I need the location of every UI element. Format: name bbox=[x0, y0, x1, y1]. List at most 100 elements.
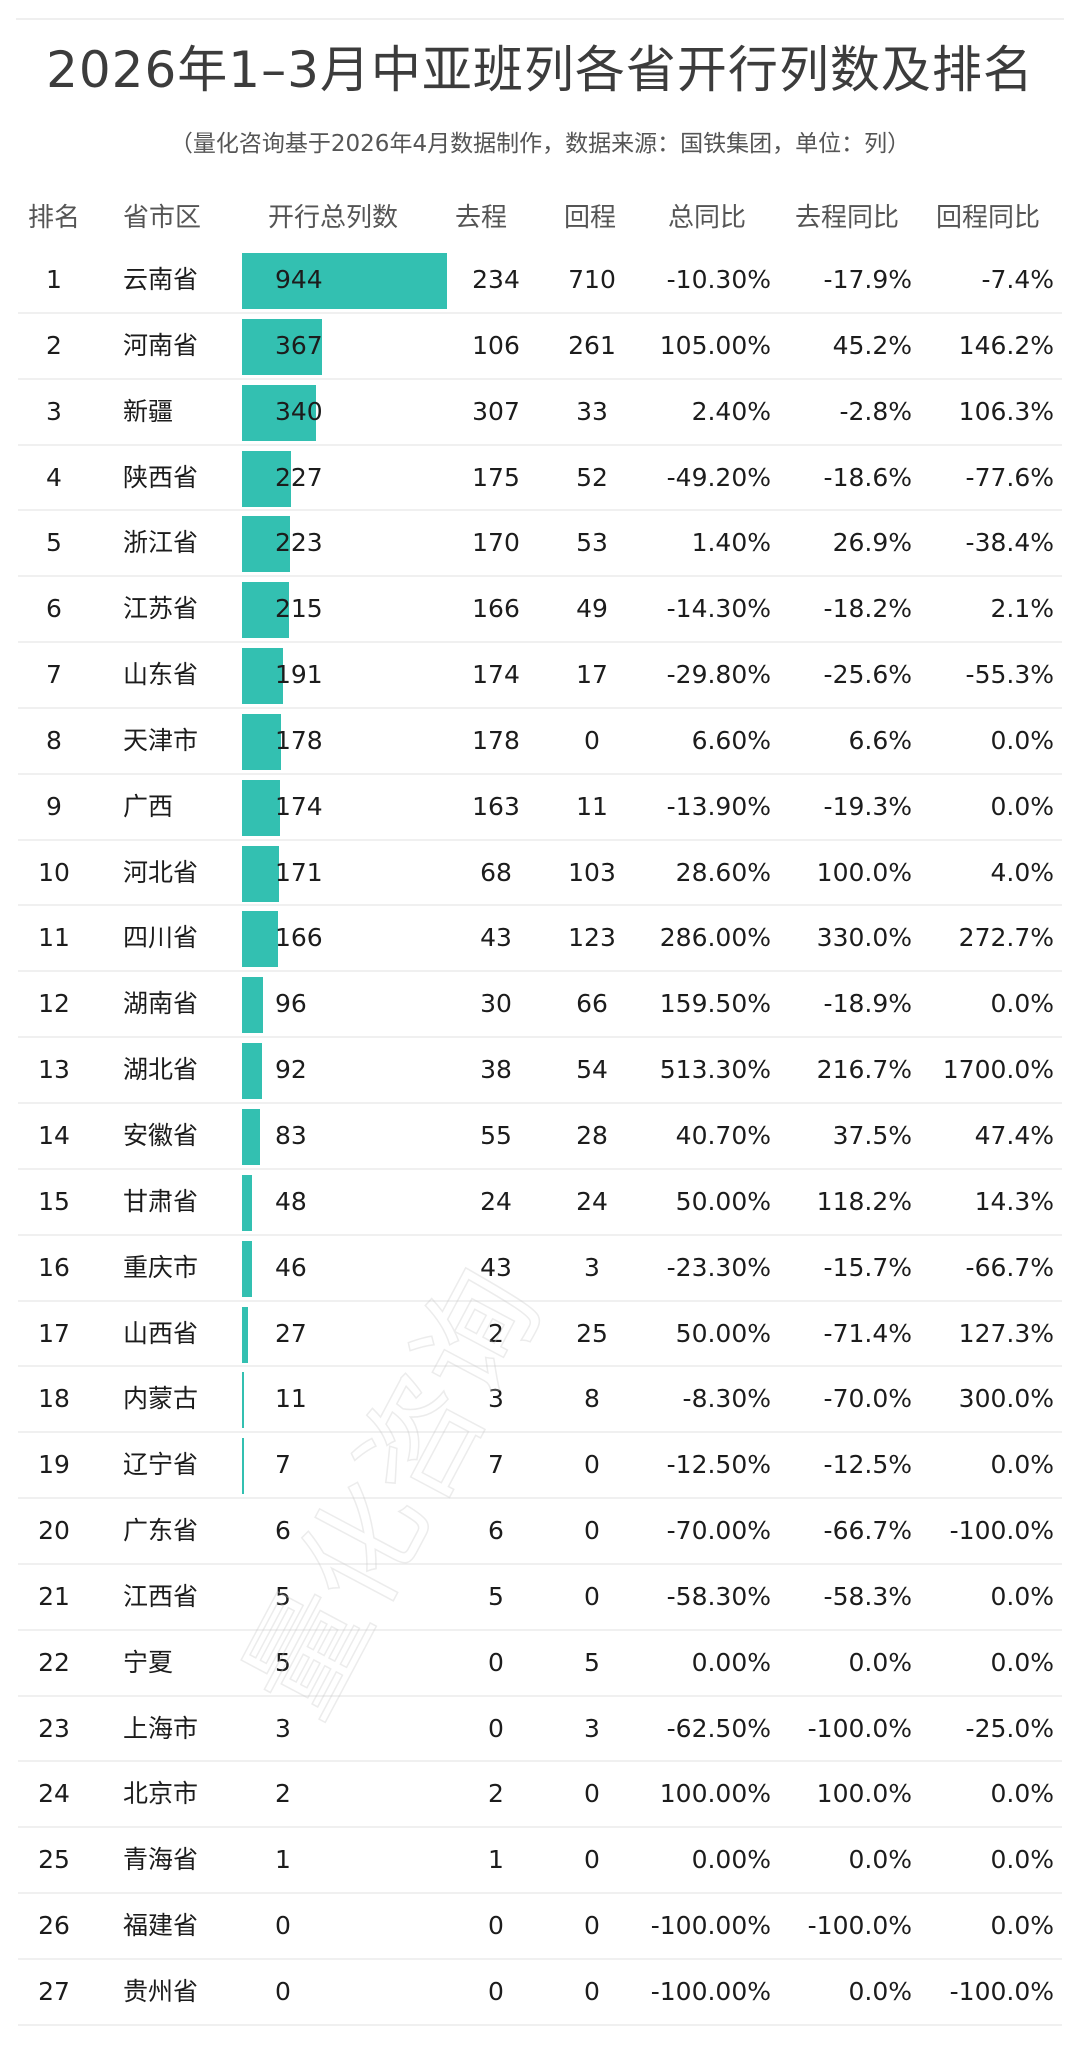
return-cell: 8 bbox=[584, 1384, 600, 1414]
total-yoy-cell: -49.20% bbox=[666, 462, 771, 492]
total-yoy-cell: 1.40% bbox=[691, 528, 771, 558]
outbound-yoy-cell: 45.2% bbox=[832, 330, 912, 360]
return-cell: 17 bbox=[576, 660, 608, 690]
total-cell: 178 bbox=[275, 725, 323, 755]
total-cell: 83 bbox=[275, 1120, 307, 1150]
table-row: 5 浙江省 223 170 53 1.40% 26.9% -38.4% bbox=[0, 511, 1080, 578]
total-cell: 7 bbox=[275, 1450, 291, 1480]
outbound-yoy-cell: -70.0% bbox=[823, 1384, 912, 1414]
rank-cell: 11 bbox=[38, 923, 70, 953]
total-cell: 191 bbox=[275, 660, 323, 690]
total-yoy-cell: 2.40% bbox=[691, 396, 771, 426]
total-yoy-cell: -23.30% bbox=[666, 1252, 771, 1282]
outbound-cell: 3 bbox=[488, 1384, 504, 1414]
province-cell: 重庆市 bbox=[123, 1252, 199, 1282]
return-yoy-cell: -7.4% bbox=[981, 265, 1054, 294]
return-yoy-cell: -77.6% bbox=[965, 462, 1054, 492]
table-row: 24 北京市 2 2 0 100.00% 100.0% 0.0% bbox=[0, 1762, 1080, 1829]
outbound-yoy-cell: -25.6% bbox=[823, 660, 912, 690]
outbound-yoy-cell: -15.7% bbox=[823, 1252, 912, 1282]
table-row: 1 云南省 944 234 710 -10.30% -17.9% -7.4% bbox=[0, 248, 1080, 314]
province-cell: 湖南省 bbox=[123, 989, 199, 1019]
province-cell: 福建省 bbox=[123, 1911, 199, 1941]
rank-cell: 9 bbox=[46, 791, 62, 821]
total-bar bbox=[242, 779, 280, 836]
total-bar bbox=[242, 384, 316, 441]
rank-cell: 10 bbox=[38, 857, 70, 887]
total-yoy-cell: -100.00% bbox=[650, 1976, 771, 2006]
rank-cell: 22 bbox=[38, 1647, 70, 1677]
outbound-cell: 55 bbox=[480, 1120, 512, 1150]
total-bar bbox=[242, 1240, 252, 1297]
return-cell: 123 bbox=[568, 923, 616, 953]
outbound-yoy-cell: 6.6% bbox=[848, 725, 912, 755]
page-subtitle: （量化咨询基于2026年4月数据制作，数据来源：国铁集团，单位：列） bbox=[169, 131, 911, 157]
outbound-cell: 174 bbox=[472, 660, 520, 690]
rank-cell: 13 bbox=[38, 1055, 70, 1085]
province-cell: 天津市 bbox=[123, 725, 199, 755]
return-cell: 0 bbox=[584, 725, 600, 755]
return-cell: 0 bbox=[584, 1581, 600, 1611]
return-cell: 52 bbox=[576, 462, 608, 492]
province-cell: 辽宁省 bbox=[123, 1450, 199, 1480]
return-cell: 3 bbox=[584, 1252, 600, 1282]
rank-cell: 16 bbox=[38, 1252, 70, 1282]
outbound-yoy-cell: 100.0% bbox=[816, 1779, 912, 1809]
total-yoy-cell: 40.70% bbox=[675, 1120, 771, 1150]
outbound-cell: 38 bbox=[480, 1055, 512, 1085]
province-cell: 北京市 bbox=[123, 1779, 199, 1809]
rank-cell: 8 bbox=[46, 725, 62, 755]
table-row: 20 广东省 6 6 0 -70.00% -66.7% -100.0% bbox=[0, 1499, 1080, 1565]
return-yoy-cell: 0.0% bbox=[990, 725, 1054, 755]
province-cell: 新疆 bbox=[123, 396, 174, 426]
return-yoy-cell: 0.0% bbox=[990, 1581, 1054, 1611]
return-yoy-cell: 1700.0% bbox=[942, 1055, 1054, 1085]
total-cell: 96 bbox=[275, 989, 307, 1019]
total-bar bbox=[242, 582, 289, 639]
rank-cell: 4 bbox=[46, 462, 62, 492]
province-cell: 宁夏 bbox=[123, 1647, 174, 1677]
table-row: 9 广西 174 163 11 -13.90% -19.3% 0.0% bbox=[0, 775, 1080, 841]
province-cell: 四川省 bbox=[123, 923, 199, 953]
outbound-cell: 0 bbox=[488, 1647, 504, 1677]
total-yoy-cell: -29.80% bbox=[666, 660, 771, 690]
return-yoy-cell: -25.0% bbox=[965, 1713, 1054, 1743]
total-cell: 944 bbox=[275, 265, 323, 294]
province-cell: 贵州省 bbox=[123, 1976, 199, 2006]
total-bar bbox=[242, 977, 263, 1034]
total-cell: 92 bbox=[275, 1055, 307, 1085]
top-divider bbox=[16, 18, 1064, 20]
rank-cell: 17 bbox=[38, 1318, 70, 1348]
table-row: 4 陕西省 227 175 52 -49.20% -18.6% -77.6% bbox=[0, 446, 1080, 512]
total-bar bbox=[242, 516, 291, 573]
total-yoy-cell: 513.30% bbox=[659, 1055, 771, 1085]
outbound-cell: 175 bbox=[472, 462, 520, 492]
return-yoy-cell: 0.0% bbox=[990, 1779, 1054, 1809]
return-yoy-cell: 127.3% bbox=[958, 1318, 1054, 1348]
total-yoy-cell: -58.30% bbox=[666, 1581, 771, 1611]
table-row: 3 新疆 340 307 33 2.40% -2.8% 106.3% bbox=[0, 380, 1080, 446]
table-row: 8 天津市 178 178 0 6.60% 6.6% 0.0% bbox=[0, 709, 1080, 775]
return-cell: 49 bbox=[576, 594, 608, 624]
outbound-cell: 163 bbox=[472, 791, 520, 821]
province-cell: 江西省 bbox=[123, 1581, 199, 1611]
province-cell: 安徽省 bbox=[123, 1120, 199, 1150]
outbound-yoy-cell: -2.8% bbox=[839, 396, 912, 426]
total-cell: 27 bbox=[275, 1318, 307, 1348]
rank-cell: 19 bbox=[38, 1450, 70, 1480]
rank-cell: 1 bbox=[46, 265, 62, 294]
rank-cell: 25 bbox=[38, 1845, 70, 1875]
total-bar bbox=[242, 1108, 261, 1165]
province-cell: 青海省 bbox=[123, 1845, 199, 1875]
outbound-cell: 170 bbox=[472, 528, 520, 558]
outbound-yoy-cell: -18.2% bbox=[823, 594, 912, 624]
table-row: 12 湖南省 96 30 66 159.50% -18.9% 0.0% bbox=[0, 972, 1080, 1038]
total-cell: 215 bbox=[275, 594, 323, 624]
table-row: 26 福建省 0 0 0 -100.00% -100.0% 0.0% bbox=[0, 1894, 1080, 1960]
total-cell: 46 bbox=[275, 1252, 307, 1282]
total-cell: 0 bbox=[275, 1911, 291, 1941]
total-bar bbox=[242, 318, 322, 375]
province-cell: 浙江省 bbox=[123, 528, 199, 558]
total-bar bbox=[242, 253, 447, 309]
outbound-yoy-cell: 37.5% bbox=[832, 1120, 912, 1150]
